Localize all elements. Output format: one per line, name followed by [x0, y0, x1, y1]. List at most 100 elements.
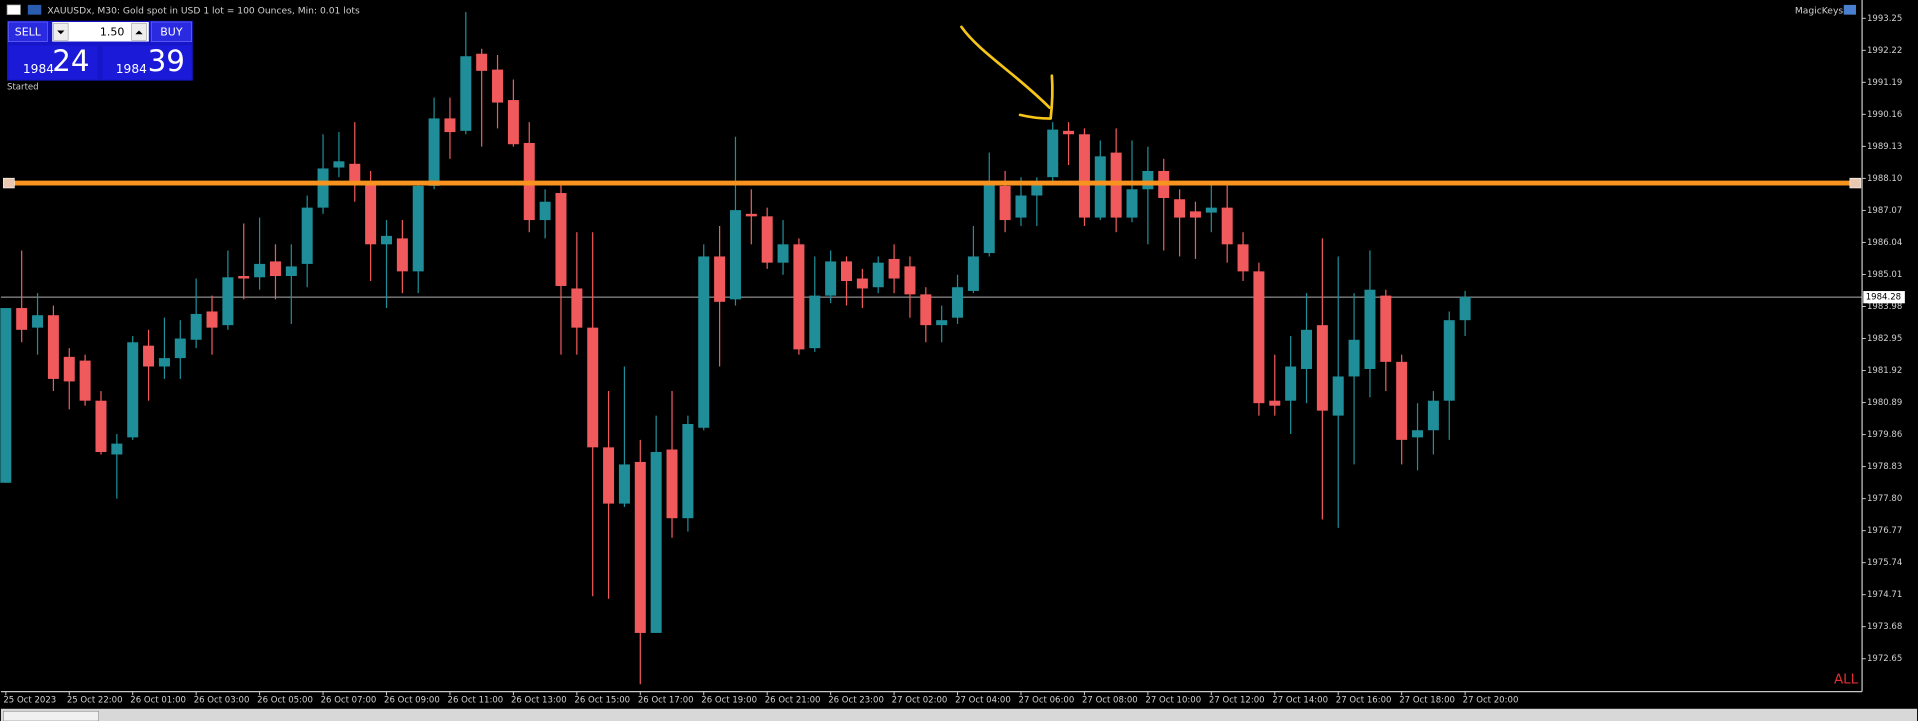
candle [698, 244, 710, 431]
plugin-label: MagicKeys [1795, 5, 1844, 16]
y-tick-label: 1981.92 [1867, 366, 1902, 376]
candle-body [983, 183, 995, 254]
candle [952, 274, 964, 324]
x-tick-label: 26 Oct 05:00 [257, 696, 313, 706]
candle-body [618, 464, 630, 504]
chart-title: XAUUSDx, M30: Gold spot in USD 1 lot = 1… [47, 5, 360, 16]
candle-body [666, 449, 678, 519]
menu-icon[interactable] [6, 4, 21, 16]
y-tick-label: 1983.98 [1867, 302, 1902, 312]
candle-body [761, 216, 773, 263]
candle [841, 256, 852, 306]
sell-price-box[interactable] [8, 45, 98, 80]
candle-body [1078, 134, 1090, 218]
candle [32, 293, 44, 355]
candle-body [349, 163, 361, 184]
x-tick-label: 26 Oct 03:00 [194, 696, 250, 706]
candle [301, 195, 313, 288]
candle-body [412, 185, 424, 272]
annotation-arrow [960, 25, 1051, 109]
status: Started [7, 82, 39, 92]
plot-area [0, 12, 1863, 685]
candle-body [1205, 207, 1217, 213]
buy-price-box[interactable] [102, 45, 192, 80]
x-tick-label: 26 Oct 07:00 [321, 696, 377, 706]
candle-body [396, 238, 408, 272]
y-tick-label: 1993.25 [1867, 14, 1902, 24]
arrow-up [135, 30, 143, 35]
sell-label[interactable]: SELL [15, 25, 42, 38]
candle-body [428, 118, 440, 186]
candle [761, 207, 773, 269]
x-tick-label: 26 Oct 17:00 [638, 696, 694, 706]
candle [618, 366, 630, 508]
y-tick-label: 1978.83 [1867, 462, 1902, 472]
candle [444, 97, 456, 159]
y-tick-label: 1972.65 [1867, 654, 1902, 664]
candle-body [936, 320, 948, 326]
candle [1396, 354, 1408, 465]
candle-body [1174, 199, 1186, 218]
candle-body [1126, 189, 1138, 218]
candle [174, 320, 186, 379]
candle [936, 305, 948, 343]
candle [1047, 122, 1059, 184]
y-tick-label: 1986.04 [1867, 238, 1902, 248]
x-tick-label: 27 Oct 06:00 [1019, 696, 1075, 706]
candle-body [1380, 295, 1392, 362]
candle [1348, 293, 1360, 465]
candle-body [47, 315, 59, 379]
x-tick-label: 26 Oct 11:00 [448, 696, 504, 706]
chart-icon[interactable] [27, 4, 42, 15]
lot-input[interactable] [52, 21, 149, 42]
candle-body [381, 235, 393, 245]
candle [349, 122, 361, 202]
candle-body [634, 461, 646, 633]
candle [95, 391, 107, 455]
candle [793, 238, 805, 355]
candle [571, 232, 583, 355]
candle-body [967, 256, 979, 291]
x-tick-label: 27 Oct 14:00 [1272, 696, 1328, 706]
lot-value[interactable]: 1.50 [100, 25, 124, 38]
candle [825, 250, 837, 304]
candle [539, 189, 551, 239]
candle-body [698, 256, 710, 428]
sell-price-pips: 24 [52, 44, 89, 78]
candle-body [587, 327, 599, 448]
candle [1364, 250, 1376, 398]
price-label: 1984.28 [1866, 293, 1901, 303]
x-tick-label: 27 Oct 20:00 [1463, 696, 1519, 706]
sell-button[interactable] [7, 21, 48, 42]
buy-button[interactable] [150, 21, 192, 42]
candle [1237, 232, 1249, 282]
candle-body [111, 443, 123, 455]
candle [1285, 336, 1297, 434]
buy-label[interactable]: BUY [160, 25, 183, 38]
candle-body [1412, 430, 1424, 438]
candle [967, 225, 979, 294]
y-tick-label: 1977.80 [1867, 494, 1902, 504]
candle-body [127, 342, 139, 438]
candle [714, 225, 726, 367]
candle-body [1316, 325, 1328, 411]
x-tick-label: 26 Oct 21:00 [765, 696, 821, 706]
candle [1078, 128, 1090, 226]
buy-price-pips: 39 [148, 44, 185, 78]
candle-body [1142, 170, 1154, 190]
candle [856, 268, 868, 309]
candle [1142, 146, 1154, 245]
y-tick-label: 1985.01 [1867, 270, 1902, 280]
tab[interactable] [3, 710, 99, 721]
candle [1427, 391, 1439, 455]
x-tick-label: 27 Oct 10:00 [1145, 696, 1201, 706]
candle [158, 317, 170, 379]
candle-body [952, 287, 964, 318]
candle-body [920, 294, 932, 326]
candle [872, 256, 884, 294]
candle [666, 391, 678, 538]
candle-body [1364, 289, 1376, 369]
candle-body [1269, 400, 1281, 406]
candle-body [682, 424, 694, 519]
